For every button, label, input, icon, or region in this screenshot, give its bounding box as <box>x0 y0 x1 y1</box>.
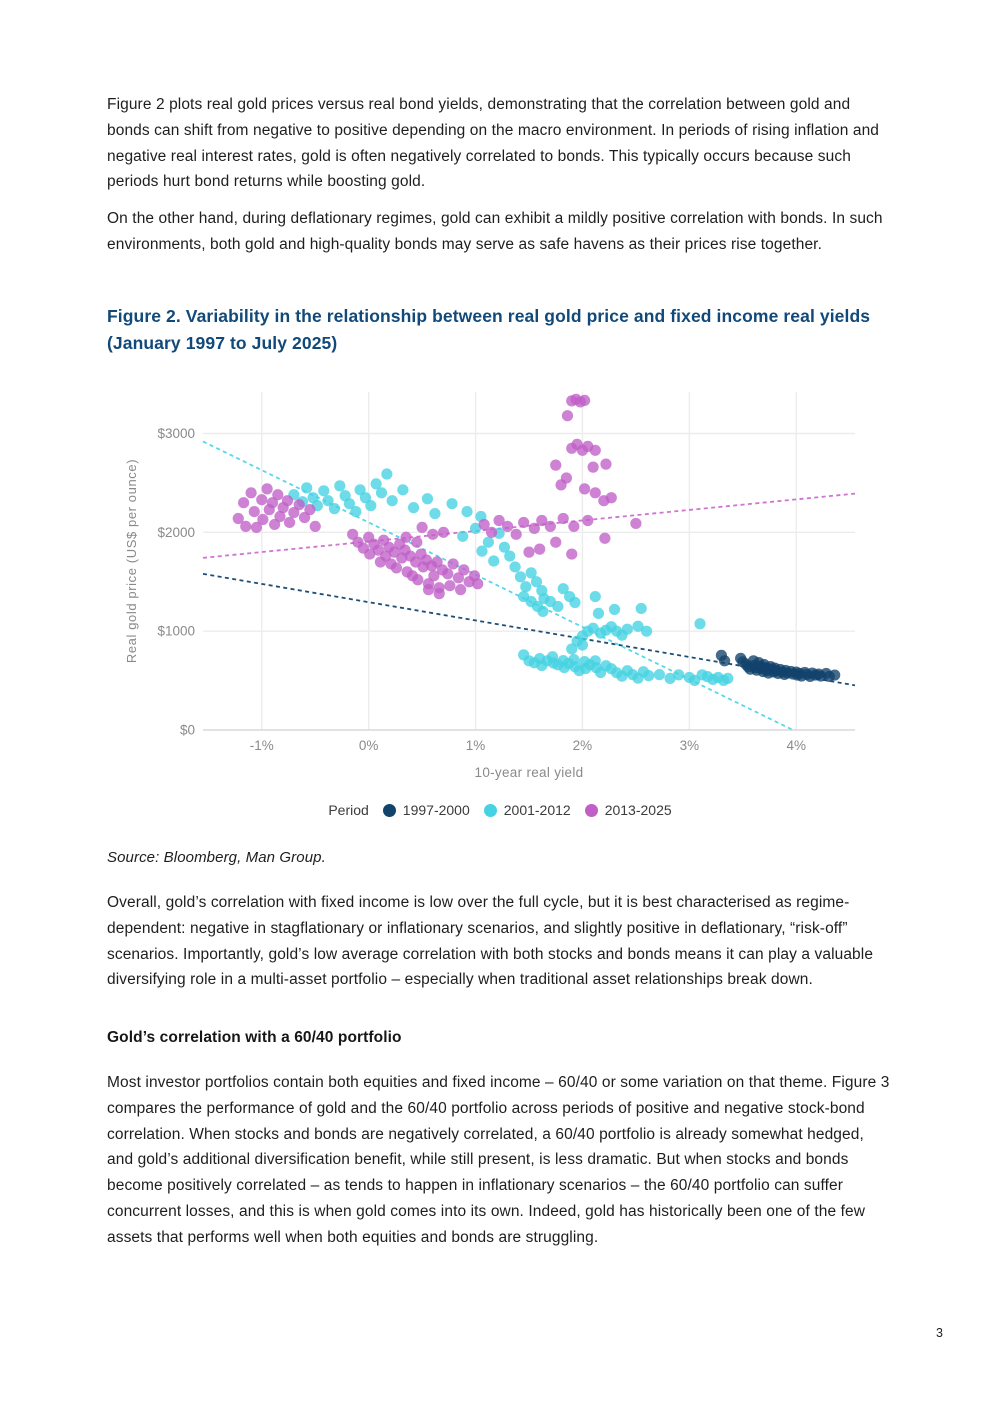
svg-text:3%: 3% <box>680 738 700 753</box>
svg-text:$0: $0 <box>180 723 195 738</box>
svg-text:10-year real yield: 10-year real yield <box>475 765 584 780</box>
paragraph-6040-portfolio: Most investor portfolios contain both eq… <box>107 1074 890 1246</box>
legend-dot-cyan-icon <box>483 803 497 817</box>
figure-source: Source: Bloomberg, Man Group. <box>107 849 326 866</box>
legend-item-2001-2012: 2001-2012 <box>483 802 571 818</box>
figure-title: Figure 2. Variability in the relationshi… <box>107 306 871 353</box>
svg-text:$2000: $2000 <box>157 525 195 540</box>
svg-text:2%: 2% <box>573 738 593 753</box>
legend-item-2013-2025: 2013-2025 <box>584 802 672 818</box>
svg-text:-1%: -1% <box>250 738 274 753</box>
legend-label: 2013-2025 <box>604 802 672 818</box>
svg-text:0%: 0% <box>359 738 379 753</box>
svg-text:$3000: $3000 <box>157 426 195 441</box>
chart-legend: Period 1997-2000 2001-2012 2013-2025 <box>118 802 882 818</box>
legend-item-1997-2000: 1997-2000 <box>382 802 470 818</box>
figure-2-scatter-chart: $0 $1000 $2000 $3000 -1% 0% 1% 2% 3% 4% 10-year re… <box>118 383 882 818</box>
svg-text:Real gold price (US$ per ounce: Real gold price (US$ per ounce) <box>124 459 139 663</box>
scatter-plot: $0 $1000 $2000 $3000 -1% 0% 1% 2% 3% 4% 10-year re… <box>118 383 882 788</box>
svg-text:$1000: $1000 <box>157 624 195 639</box>
legend-title: Period <box>328 802 369 818</box>
svg-text:4%: 4% <box>786 738 806 753</box>
paragraph-deflationary: On the other hand, during deflationary r… <box>107 210 883 253</box>
paragraph-figure2-intro: Figure 2 plots real gold prices versus r… <box>107 96 880 191</box>
legend-dot-magenta-icon <box>584 803 598 817</box>
section-heading-6040: Gold’s correlation with a 60/40 portfoli… <box>107 1029 402 1046</box>
legend-label: 2001-2012 <box>503 802 571 818</box>
legend-dot-navy-icon <box>382 803 396 817</box>
legend-label: 1997-2000 <box>402 802 470 818</box>
page-number: 3 <box>936 1326 943 1340</box>
paragraph-overall-correlation: Overall, gold’s correlation with fixed i… <box>107 894 874 989</box>
svg-text:1%: 1% <box>466 738 486 753</box>
